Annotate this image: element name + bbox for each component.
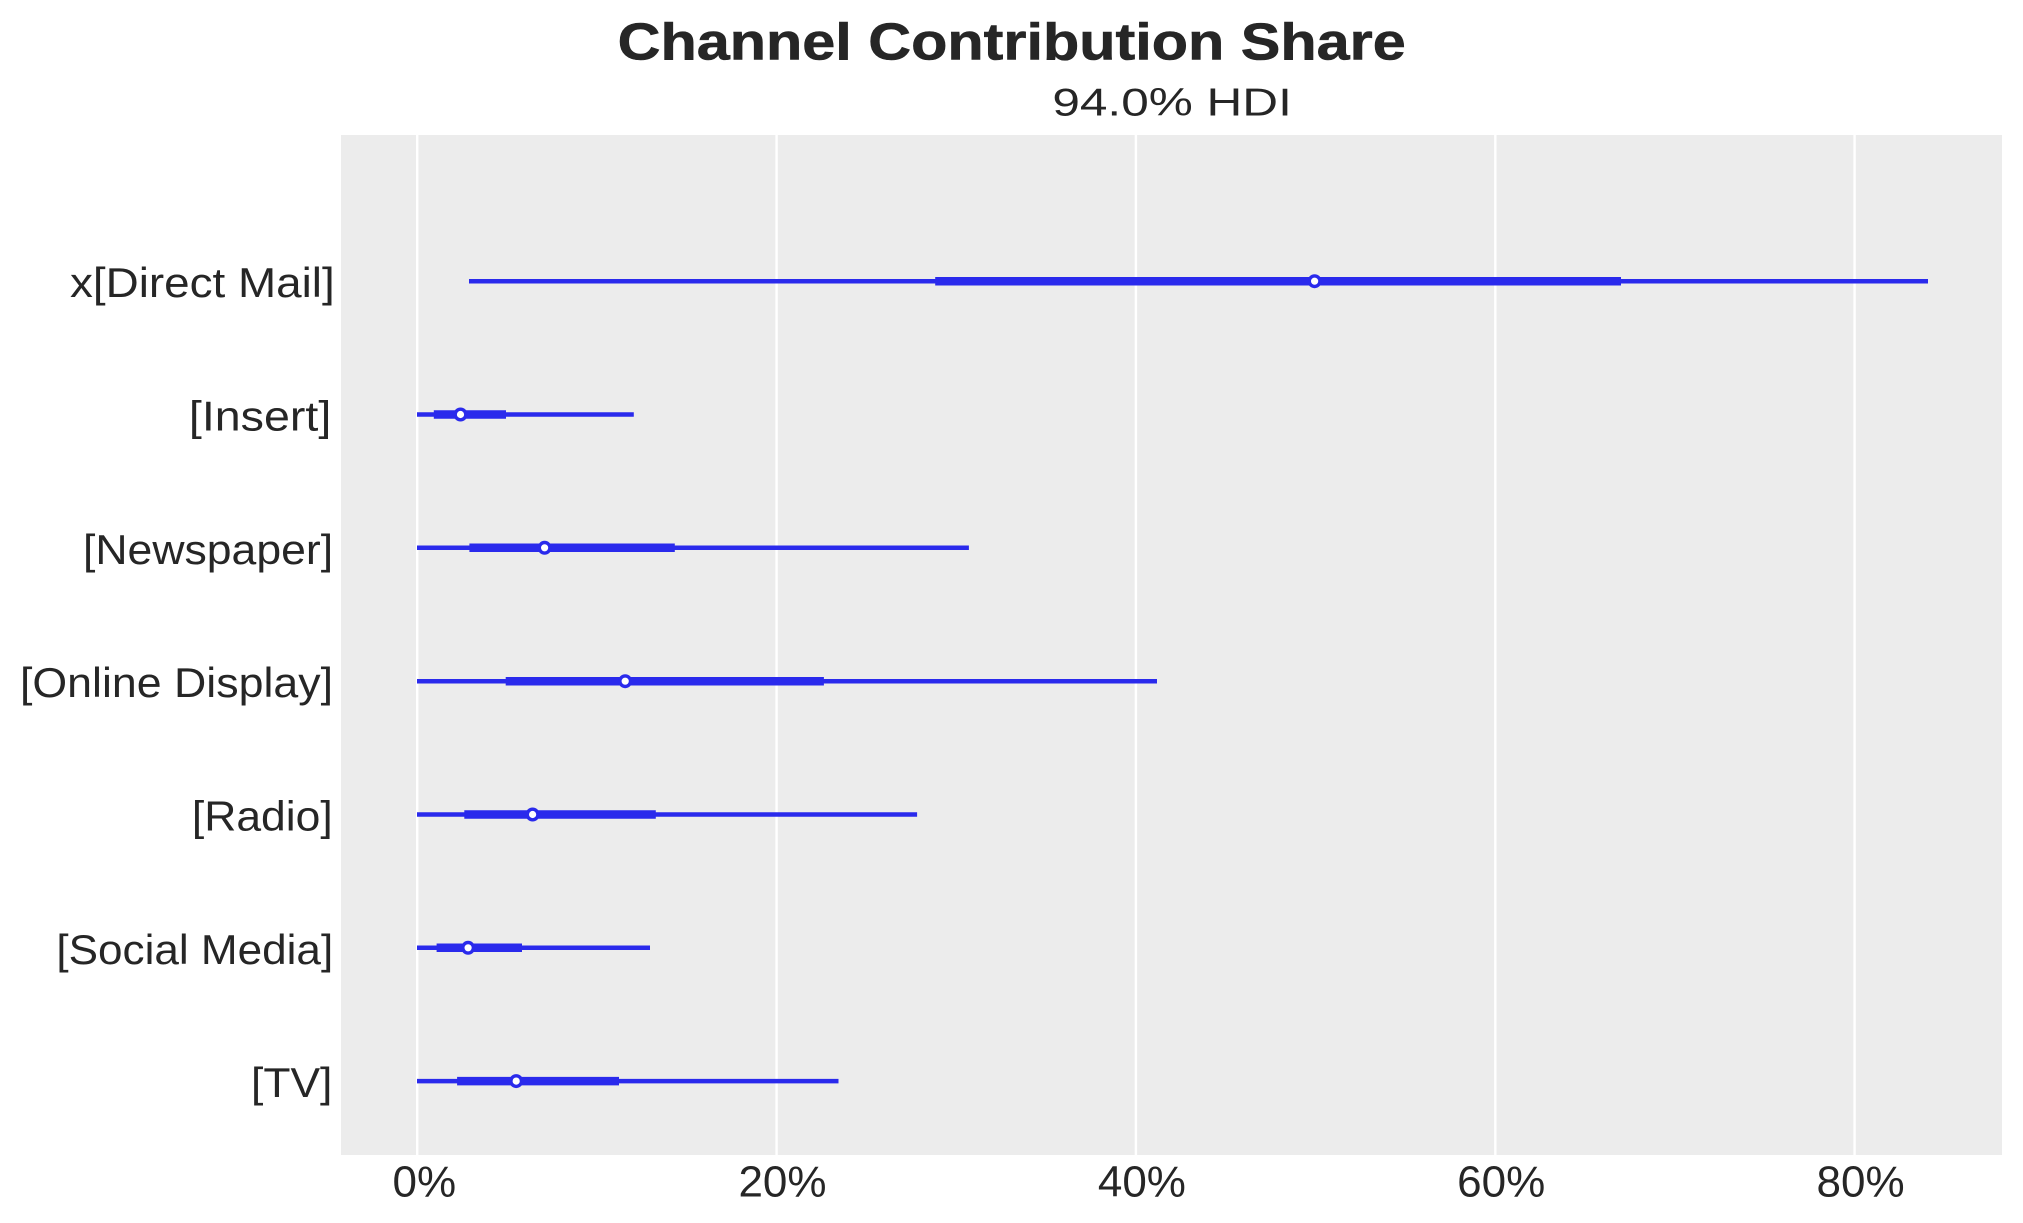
svg-text:20%: 20% [738,1158,826,1207]
svg-text:Channel Contribution Share: Channel Contribution Share [618,13,1406,71]
svg-text:94.0% HDI: 94.0% HDI [1052,82,1292,125]
svg-text:x[Direct Mail]: x[Direct Mail] [70,259,335,306]
svg-text:[Online Display]: [Online Display] [20,659,333,706]
svg-text:40%: 40% [1098,1158,1186,1207]
svg-text:60%: 60% [1457,1158,1545,1207]
svg-text:[Radio]: [Radio] [192,793,333,840]
svg-text:[Insert]: [Insert] [189,393,331,440]
svg-text:0%: 0% [393,1158,457,1207]
svg-text:[Newspaper]: [Newspaper] [83,526,333,573]
svg-text:[TV]: [TV] [251,1059,332,1106]
svg-text:[Social Media]: [Social Media] [56,926,333,973]
svg-text:80%: 80% [1817,1158,1905,1207]
